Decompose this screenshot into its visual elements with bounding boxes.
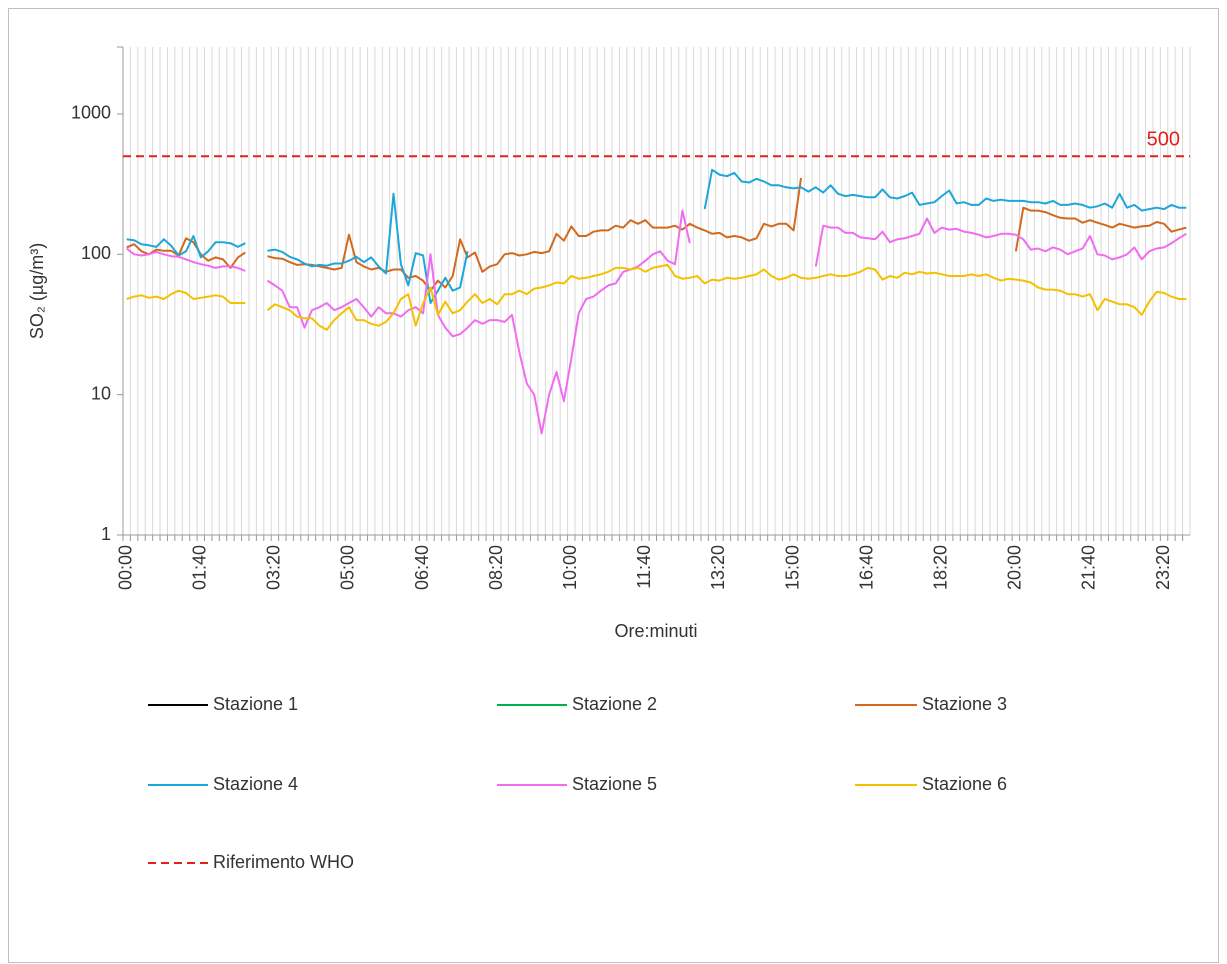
x-tick-label: 08:20	[486, 545, 506, 590]
x-tick-label: 15:00	[782, 545, 802, 590]
y-axis-title: SO₂ (µg/m³)	[27, 243, 47, 339]
y-tick-label: 100	[81, 243, 111, 263]
legend-label: Stazione 5	[572, 774, 657, 794]
x-tick-label: 11:40	[634, 545, 654, 589]
x-tick-label: 03:20	[264, 545, 284, 590]
legend-label: Stazione 4	[213, 774, 298, 794]
x-tick-label: 06:40	[412, 545, 432, 590]
x-axis-title: Ore:minuti	[614, 621, 697, 641]
x-tick-label: 00:00	[115, 545, 135, 590]
x-tick-label: 01:40	[190, 545, 210, 590]
legend-label: Stazione 1	[213, 694, 298, 714]
y-tick-label: 10	[91, 383, 111, 403]
x-tick-label: 16:40	[856, 545, 876, 590]
x-tick-label: 18:20	[931, 545, 951, 590]
series-line	[126, 263, 1187, 331]
x-tick-label: 10:00	[560, 545, 580, 590]
legend-label: Riferimento WHO	[213, 852, 354, 872]
series-line	[126, 177, 1187, 292]
series-line	[126, 168, 1187, 304]
chart-border	[8, 8, 1219, 963]
x-tick-label: 21:40	[1079, 545, 1099, 590]
x-tick-label: 20:00	[1005, 545, 1025, 590]
legend-label: Stazione 2	[572, 694, 657, 714]
legend-label: Stazione 6	[922, 774, 1007, 794]
x-tick-label: 13:20	[708, 545, 728, 590]
x-tick-label: 23:20	[1153, 545, 1173, 590]
x-tick-label: 05:00	[338, 545, 358, 590]
y-tick-label: 1	[101, 524, 111, 544]
legend-label: Stazione 3	[922, 694, 1007, 714]
y-tick-label: 1000	[71, 103, 111, 123]
reference-label: 500	[1147, 128, 1180, 150]
series-line	[126, 209, 1187, 435]
